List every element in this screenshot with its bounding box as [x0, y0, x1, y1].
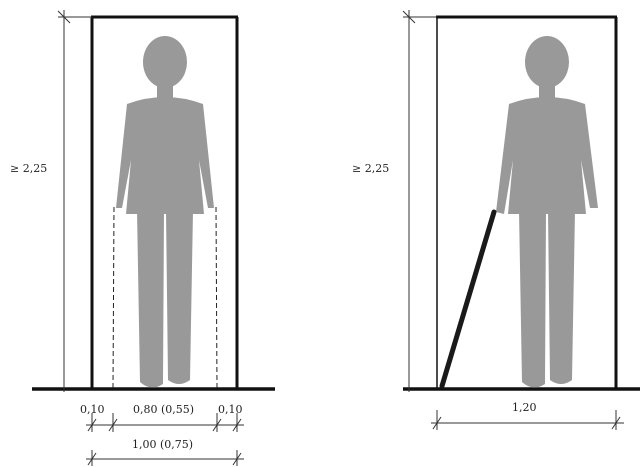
left-panel: ≥ 2,25 0,10 0,80 (0,55) 0,10 1,00 (	[10, 10, 275, 466]
person-left-leg	[137, 210, 164, 388]
person-torso	[496, 97, 598, 214]
right-panel: ≥ 2,25 1,20	[352, 10, 640, 430]
passage-width-label: 0,80 (0,55)	[133, 403, 194, 416]
person-right-leg	[166, 210, 193, 384]
right-dim-tick-b	[611, 416, 621, 430]
person-head	[143, 36, 187, 88]
left-dim-tick-c	[212, 418, 222, 432]
cane-icon	[439, 209, 497, 389]
person-neck	[539, 84, 555, 98]
left-dim-tick-b	[108, 418, 118, 432]
right-clearance-label: 0,10	[218, 403, 243, 416]
left-height-label: ≥ 2,25	[10, 162, 47, 175]
right-crutch-dashed	[215, 206, 218, 389]
left-dim-row2-tick-a	[87, 452, 97, 466]
left-dim-tick-d	[232, 418, 242, 432]
person-torso	[116, 97, 214, 214]
right-dim-tick-a	[432, 416, 442, 430]
right-height-label: ≥ 2,25	[352, 162, 389, 175]
person-neck	[157, 84, 173, 98]
left-clearance-label: 0,10	[80, 403, 105, 416]
left-dim-row2-tick-b	[232, 452, 242, 466]
left-dim-tick-a	[87, 418, 97, 432]
total-width-label: 1,00 (0,75)	[132, 438, 193, 451]
person-figure-left	[116, 36, 214, 388]
person-right-leg	[548, 210, 575, 384]
person-figure-right	[496, 36, 598, 388]
left-crutch-dashed	[112, 206, 115, 389]
person-left-leg	[519, 210, 546, 388]
right-width-label: 1,20	[512, 401, 537, 414]
person-head	[525, 36, 569, 88]
